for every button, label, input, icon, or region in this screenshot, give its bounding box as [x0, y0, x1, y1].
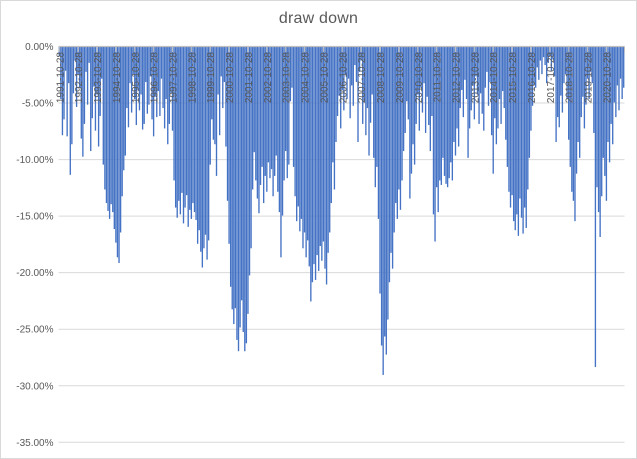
- x-axis-labels: 1991-10-28 1992-10-28 1993-10-28 1994-10-28…: [55, 52, 613, 104]
- y-axis-label: -35.00%: [16, 438, 53, 449]
- x-axis-label: 2018-10-28: [565, 52, 576, 104]
- gridlines: [58, 102, 625, 443]
- y-axis-label: -10.00%: [16, 155, 53, 166]
- x-axis-label: 1996-10-28: [150, 52, 161, 104]
- x-axis-label: 2000-10-28: [225, 52, 236, 104]
- y-axis-label: -5.00%: [22, 99, 54, 110]
- x-axis-label: 2017-10-28: [546, 52, 557, 104]
- x-axis-label: 1994-10-28: [112, 52, 123, 104]
- x-axis-label: 1991-10-28: [55, 52, 66, 104]
- x-axis-label: 2019-10-28: [584, 52, 595, 104]
- x-axis-label: 2010-10-28: [414, 52, 425, 104]
- x-axis-label: 2012-10-28: [451, 52, 462, 104]
- x-axis-label: 2004-10-28: [301, 52, 312, 104]
- x-axis-label: 2015-10-28: [508, 52, 519, 104]
- x-axis-label: 2016-10-28: [527, 52, 538, 104]
- x-axis-label: 2002-10-28: [263, 52, 274, 104]
- x-axis-label: 2009-10-28: [395, 52, 406, 104]
- x-axis-label: 1998-10-28: [187, 52, 198, 104]
- x-axis-label: 2011-10-28: [433, 52, 444, 103]
- x-axis-label: 2003-10-28: [282, 52, 293, 104]
- x-axis-label: 2014-10-28: [489, 52, 500, 104]
- x-axis-label: 1997-10-28: [168, 52, 179, 104]
- y-axis-label: 0.00%: [25, 42, 53, 53]
- year-tick-marks: [58, 46, 625, 52]
- y-axis-label: -15.00%: [16, 212, 53, 223]
- x-axis-label: 1993-10-28: [93, 52, 104, 104]
- chart-title: draw down: [278, 10, 359, 27]
- y-axis-label: -30.00%: [16, 381, 53, 392]
- x-axis-label: 2006-10-28: [338, 52, 349, 104]
- y-axis-label: -25.00%: [16, 325, 53, 336]
- x-axis-label: 2020-10-28: [602, 52, 613, 104]
- x-axis-label: 2007-10-28: [357, 52, 368, 104]
- y-axis-labels: 0.00% -5.00% -10.00% -15.00% -20.00% -25.00% -…: [16, 42, 53, 449]
- x-axis-label: 1995-10-28: [131, 52, 142, 104]
- drawdown-area-series: [58, 47, 625, 375]
- x-axis-label: 2001-10-28: [244, 52, 255, 104]
- x-axis-label: 2008-10-28: [376, 52, 387, 104]
- x-axis-label: 1999-10-28: [206, 52, 217, 104]
- y-axis-label: -20.00%: [16, 268, 53, 279]
- x-axis-label: 1992-10-28: [74, 52, 85, 104]
- x-axis-label: 2005-10-28: [319, 52, 330, 104]
- x-axis-label: 2013-10-28: [470, 52, 481, 104]
